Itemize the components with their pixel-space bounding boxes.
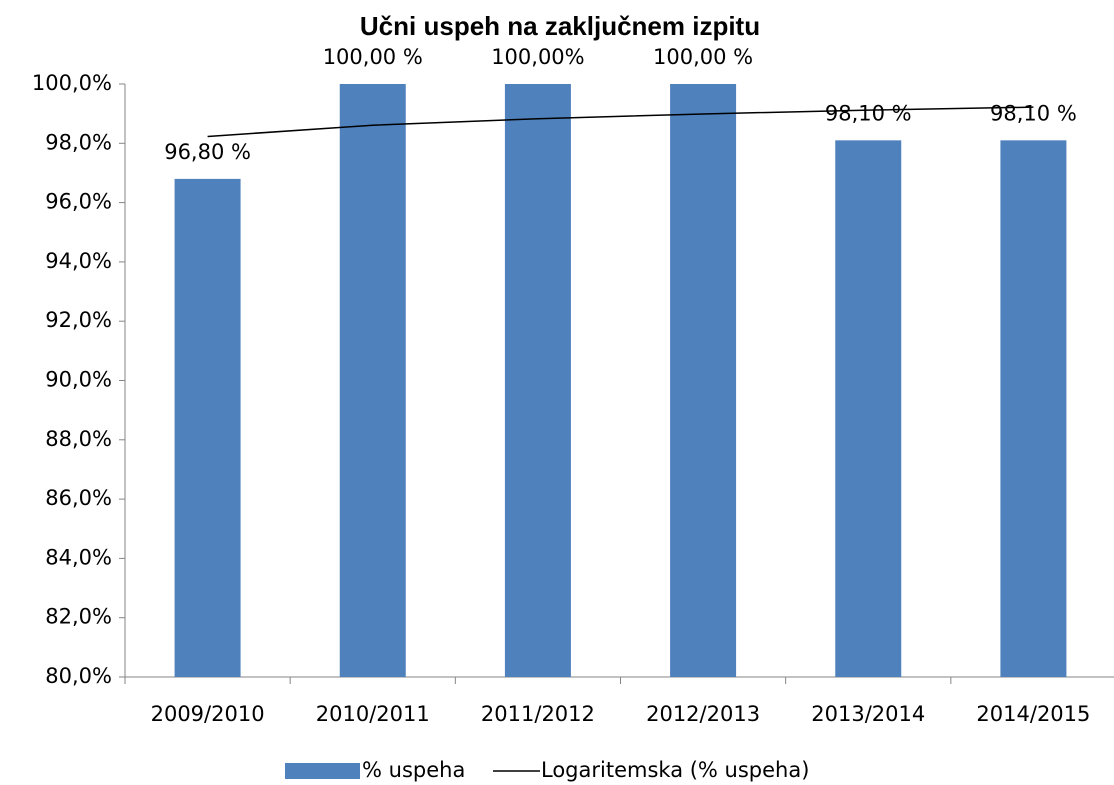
bar xyxy=(670,84,737,677)
x-tick-label: 2011/2012 xyxy=(481,702,595,726)
y-tick-label: 86,0% xyxy=(45,486,112,510)
legend-label: % uspeha xyxy=(362,758,465,782)
data-label: 100,00 % xyxy=(323,45,423,69)
legend-label: Logaritemska (% uspeha) xyxy=(541,758,809,782)
data-label: 100,00% xyxy=(491,45,584,69)
data-label: 98,10 % xyxy=(825,101,912,125)
x-tick-label: 2012/2013 xyxy=(646,702,760,726)
y-tick-label: 98,0% xyxy=(45,130,112,154)
y-tick-label: 88,0% xyxy=(45,427,112,451)
bar xyxy=(174,178,241,677)
y-tick-label: 94,0% xyxy=(45,249,112,273)
y-tick-label: 82,0% xyxy=(45,605,112,629)
x-tick-label: 2013/2014 xyxy=(811,702,925,726)
x-tick-label: 2010/2011 xyxy=(316,702,430,726)
bar xyxy=(339,84,406,677)
y-tick-label: 80,0% xyxy=(45,664,112,688)
data-label: 96,80 % xyxy=(164,140,251,164)
legend-swatch xyxy=(285,763,360,779)
data-label: 100,00 % xyxy=(653,45,753,69)
bar xyxy=(835,140,902,677)
trend-line xyxy=(207,106,1034,138)
chart-title: Učni uspeh na zaključnem izpitu xyxy=(360,11,760,41)
x-tick-label: 2009/2010 xyxy=(151,702,265,726)
y-tick-label: 90,0% xyxy=(45,368,112,392)
y-tick-label: 84,0% xyxy=(45,545,112,569)
x-tick-label: 2014/2015 xyxy=(976,702,1090,726)
bar xyxy=(1000,140,1067,677)
y-tick-label: 92,0% xyxy=(45,308,112,332)
bar xyxy=(504,84,571,677)
y-tick-label: 96,0% xyxy=(45,190,112,214)
y-tick-label: 100,0% xyxy=(32,71,112,95)
data-label: 98,10 % xyxy=(990,101,1077,125)
